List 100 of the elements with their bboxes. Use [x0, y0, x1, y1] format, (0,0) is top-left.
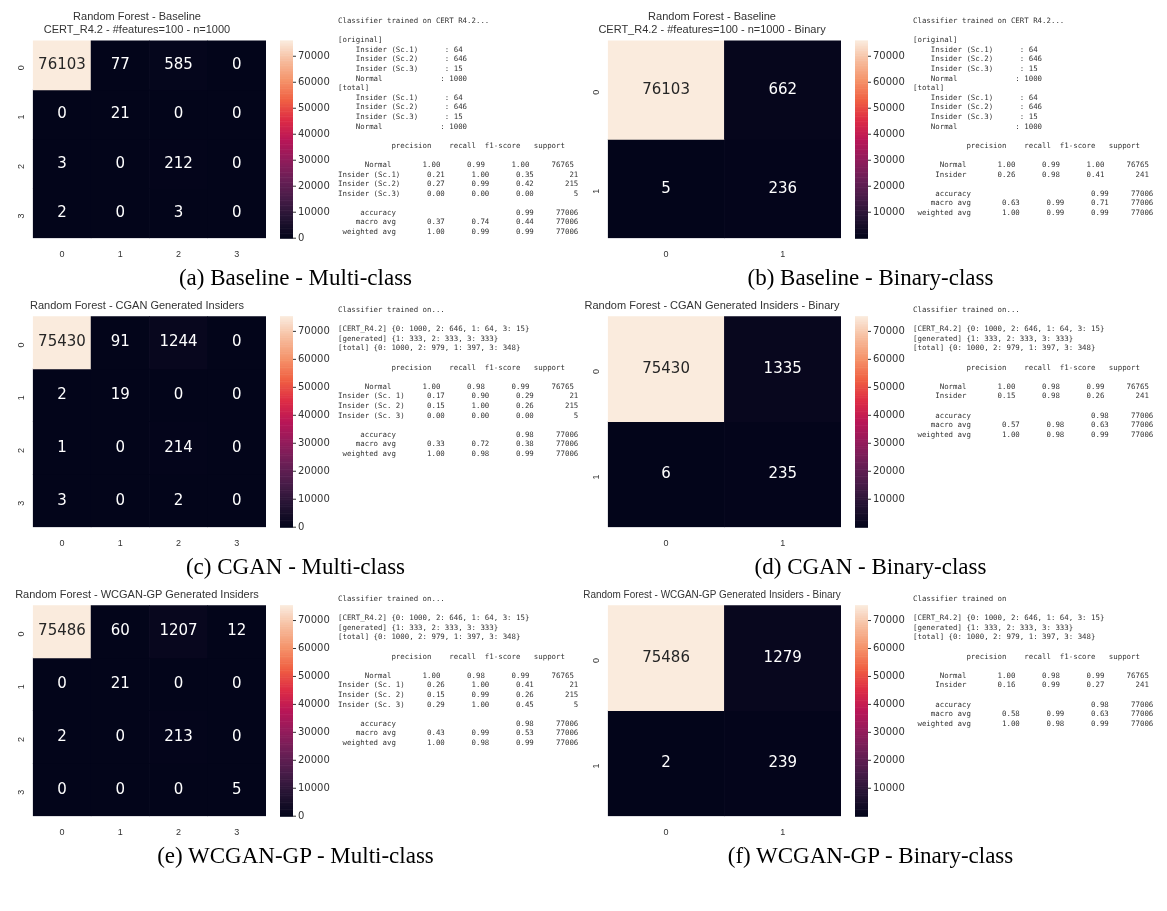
data-label: 0 — [173, 674, 184, 693]
x-tick-label: 0 — [663, 538, 669, 549]
x-tick-label: 1 — [117, 538, 123, 549]
color-bar-label: 40000 — [873, 127, 905, 139]
data-label: 60 — [110, 621, 130, 640]
x-tick-label: 3 — [234, 827, 240, 838]
x-tick-label: 0 — [59, 827, 65, 838]
color-bar-label: 10000 — [298, 205, 330, 217]
data-label: 21 — [110, 104, 130, 123]
data-label: 585 — [164, 55, 193, 74]
x-tick-label: 3 — [234, 538, 240, 549]
color-bar-label: 40000 — [298, 408, 330, 420]
y-tick-label: 0 — [16, 65, 27, 71]
color-bar-label: 10000 — [298, 781, 330, 793]
data-label: 239 — [768, 753, 798, 772]
data-label: 0 — [232, 385, 242, 404]
x-tick-label: 3 — [234, 249, 240, 260]
data-label: 3 — [57, 490, 67, 509]
y-tick-label: 1 — [591, 763, 602, 769]
data-label: 0 — [232, 153, 242, 172]
y-tick-label: 2 — [16, 164, 27, 170]
x-tick-label: 2 — [176, 249, 182, 260]
data-label: 2 — [661, 753, 671, 772]
color-bar-label: 40000 — [873, 408, 905, 420]
color-bar-label: 60000 — [873, 75, 905, 87]
color-bar-label: 30000 — [873, 436, 905, 448]
data-label: 3 — [173, 203, 184, 222]
x-tick-label: 2 — [176, 827, 182, 838]
text: (e) WCGAN-GP - Multi-class — [156, 843, 435, 869]
data-label: 1 — [57, 437, 67, 456]
data-label: 19 — [110, 385, 130, 404]
x-tick-label: 0 — [59, 538, 65, 549]
color-bar-label: 30000 — [298, 725, 330, 737]
color-bar-label: 50000 — [298, 670, 330, 682]
color-bar-label: 20000 — [298, 464, 330, 476]
text: (f) WCGAN-GP - Binary-class — [726, 843, 1015, 869]
data-label: 0 — [57, 674, 67, 693]
color-bar-label: 0 — [298, 520, 305, 532]
chart-title: Random Forest - CGAN Generated Insiders — [30, 298, 245, 311]
color-bar-label: 30000 — [873, 153, 905, 165]
data-label: 0 — [115, 726, 126, 745]
data-label: 1207 — [159, 621, 198, 640]
y-tick-label: 1 — [16, 114, 27, 120]
color-bar-label: 20000 — [298, 753, 330, 765]
chart-subtitle: CERT_R4.2 - #features=100 - n=1000 — [43, 22, 231, 35]
x-tick-label: 2 — [176, 538, 182, 549]
data-label: 0 — [57, 104, 67, 123]
data-label: 0 — [115, 437, 126, 456]
data-label: 6 — [661, 464, 671, 483]
data-label: 0 — [115, 779, 126, 798]
text: (b) Baseline - Binary-class — [746, 265, 995, 291]
chart-subtitle: CERT_R4.2 - #features=100 - n=1000 - Binary — [598, 22, 827, 35]
color-bar-label: 60000 — [298, 642, 330, 654]
data-label: 0 — [115, 203, 126, 222]
color-bar-label: 30000 — [298, 436, 330, 448]
chart-title: Random Forest - WCGAN-GP Generated Insiders - Binary — [583, 588, 842, 600]
color-bar-label: 50000 — [873, 670, 905, 682]
data-label: 75486 — [642, 647, 690, 666]
y-tick-label: 2 — [16, 737, 27, 743]
y-tick-label: 3 — [16, 789, 27, 795]
data-label: 91 — [110, 332, 130, 351]
color-bar-label: 70000 — [873, 614, 905, 626]
data-label: 2 — [57, 203, 67, 222]
color-bar-label: 20000 — [873, 179, 905, 191]
data-label: 0 — [173, 385, 184, 404]
data-label: 1335 — [763, 358, 802, 377]
data-label: 12 — [227, 621, 247, 640]
data-label: 662 — [768, 79, 798, 98]
color-bar-label: 20000 — [873, 464, 905, 476]
color-bar-label: 10000 — [298, 492, 330, 504]
data-label: 75486 — [38, 621, 86, 640]
color-bar-label: 70000 — [873, 324, 905, 336]
color-bar-label: 60000 — [298, 352, 330, 364]
text: (c) CGAN - Multi-class — [184, 554, 407, 580]
chart-title: Random Forest - Baseline — [73, 9, 201, 22]
data-label: 0 — [232, 437, 242, 456]
data-label: 77 — [110, 55, 130, 74]
color-bar-label: 50000 — [298, 101, 330, 113]
color-bar-label: 40000 — [298, 697, 330, 709]
color-bar-label: 30000 — [873, 725, 905, 737]
color-bar-label: 40000 — [298, 127, 330, 139]
data-label: 0 — [232, 332, 242, 351]
color-bar-label: 70000 — [298, 614, 330, 626]
color-bar-label: 20000 — [873, 753, 905, 765]
data-label: 3 — [57, 153, 67, 172]
data-label: 0 — [232, 203, 242, 222]
color-bar-label: 10000 — [873, 781, 905, 793]
data-label: 76103 — [38, 55, 86, 74]
x-tick-label: 0 — [663, 249, 669, 260]
color-bar-label: 70000 — [873, 49, 905, 61]
data-label: 1244 — [159, 332, 198, 351]
color-bar-label: 60000 — [873, 642, 905, 654]
data-label: 0 — [232, 726, 242, 745]
y-tick-label: 0 — [16, 342, 27, 348]
data-label: 0 — [115, 490, 126, 509]
data-label: 236 — [768, 178, 798, 197]
data-label: 214 — [164, 437, 193, 456]
data-label: 212 — [164, 153, 193, 172]
x-tick-label: 1 — [780, 827, 786, 838]
y-tick-label: 1 — [16, 395, 27, 401]
